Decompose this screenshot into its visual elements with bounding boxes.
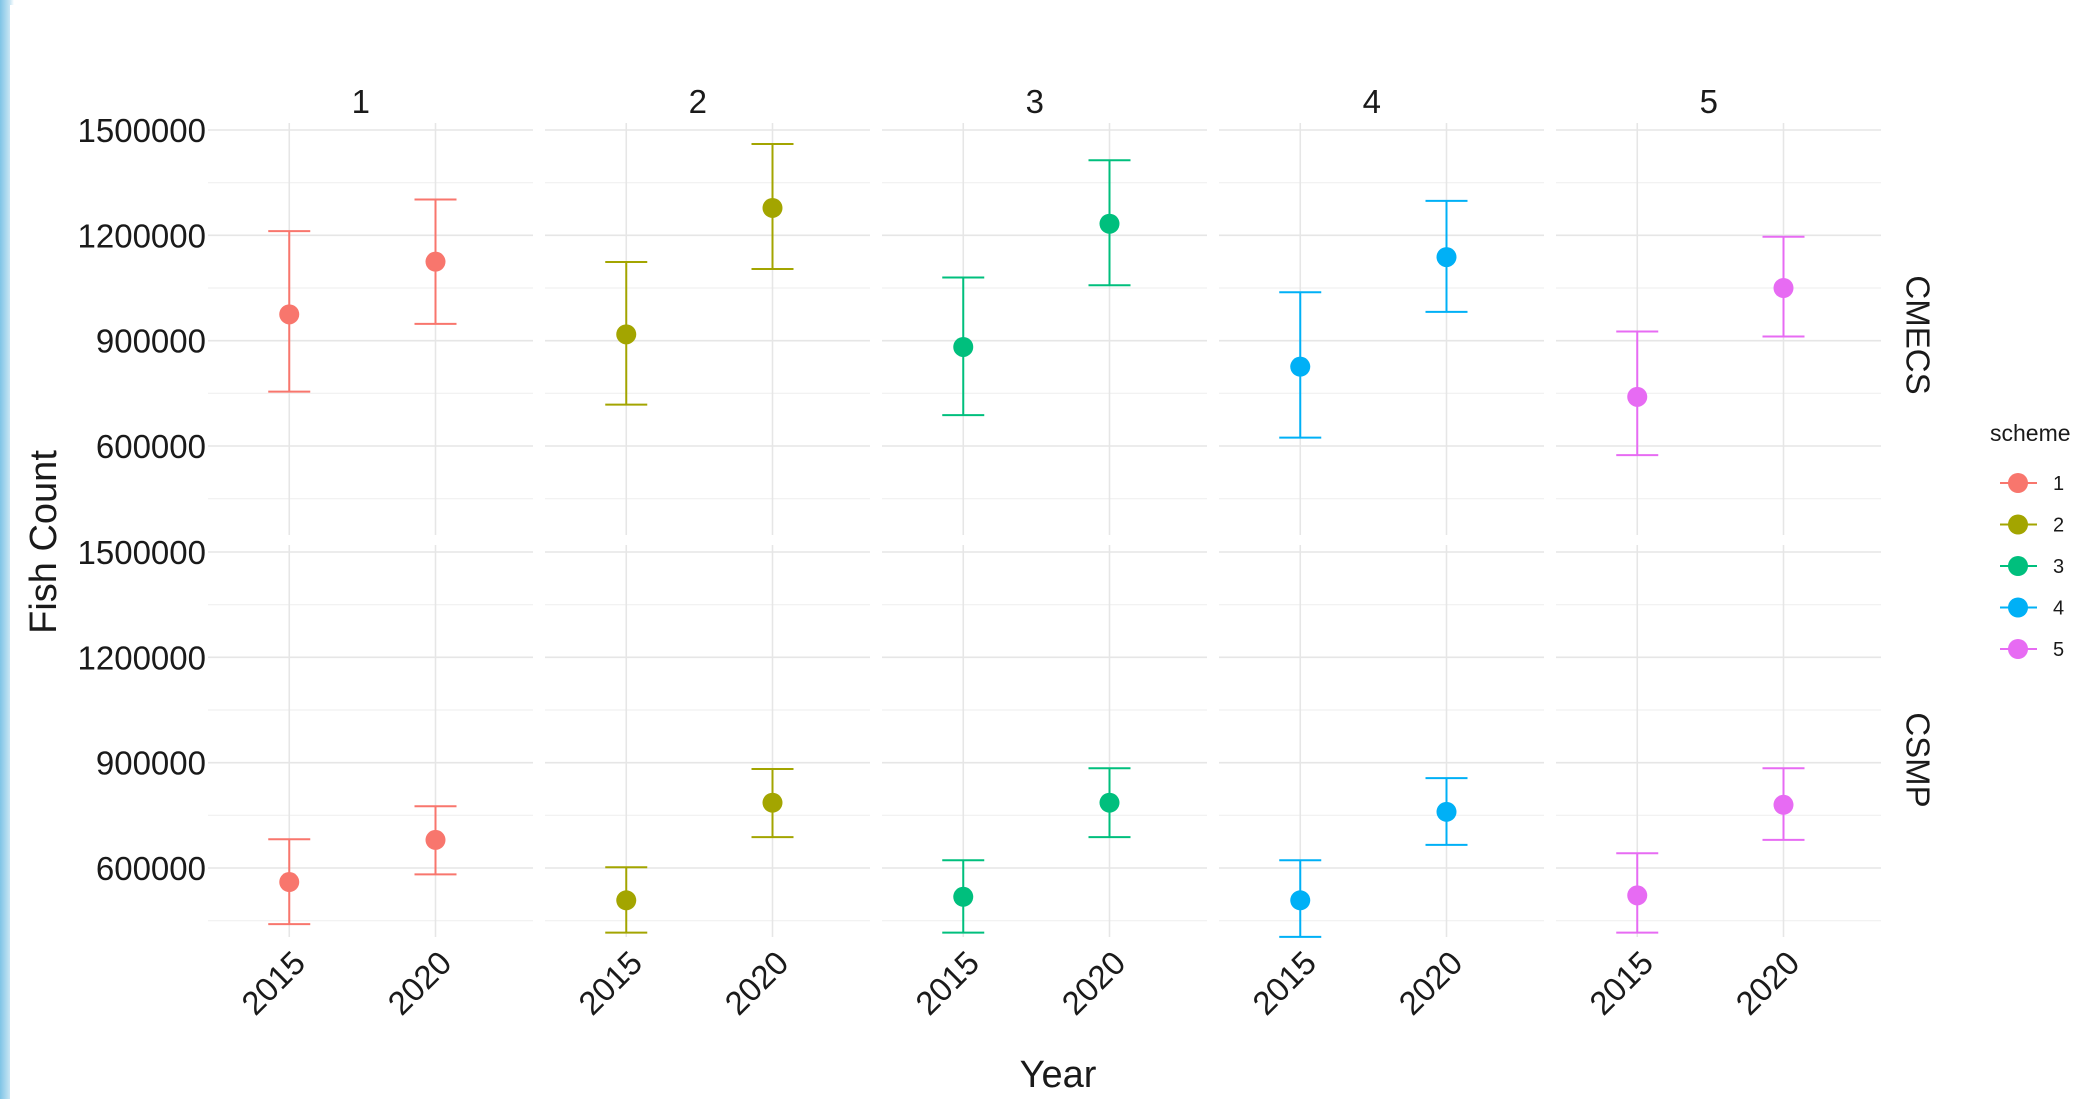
x-tick-label: 2015 [571,944,649,1022]
legend-title: scheme [1990,420,2071,446]
facet-row-label: CMECS [1899,275,1936,394]
data-point [279,872,300,893]
x-tick-label: 2020 [717,944,795,1022]
y-tick-label: 600000 [96,850,206,887]
facet-row-label: CSMP [1899,712,1936,807]
y-tick-label: 600000 [96,428,206,465]
x-tick-label: 2020 [1391,944,1469,1022]
chart-frame: 1 2 3 4 5 CMECS CSMP 600000 900000 1200000 1500000… [10,5,2097,1099]
facet-column-label: 3 [1026,83,1044,120]
x-axis-title: Year [1020,1054,1097,1096]
data-point [1099,792,1120,813]
grid-layer [208,123,1881,937]
faceted-error-bar-chart: 1 2 3 4 5 CMECS CSMP 600000 900000 1200000 1500000… [23,83,2071,1096]
x-tick-label: 2020 [1054,944,1132,1022]
x-tick-label: 2015 [908,944,986,1022]
legend-key-point [2008,514,2028,535]
data-point [953,886,974,907]
data-point [1627,386,1648,407]
marks-layer [268,143,1805,938]
data-point [1290,356,1311,377]
facet-column-label: 5 [1700,83,1718,120]
legend-key-point [2008,597,2028,618]
legend: scheme 1 2 3 4 5 [1990,420,2071,661]
data-point [1436,801,1457,822]
data-point [1099,213,1120,234]
y-tick-label: 1500000 [78,112,206,149]
legend-entry-label: 3 [2053,556,2064,578]
y-axis-title: Fish Count [23,450,65,634]
y-tick-label: 1200000 [78,217,206,254]
data-point [1627,885,1648,906]
y-tick-label: 1500000 [78,534,206,571]
data-point [616,324,637,345]
data-point [425,829,446,850]
legend-entry-label: 4 [2053,598,2064,620]
data-point [1773,278,1794,298]
y-tick-label: 1200000 [78,639,206,676]
legend-key-point [2008,556,2028,576]
data-point [425,251,446,272]
legend-entry-label: 2 [2053,515,2064,537]
data-point [279,304,300,325]
data-point [1290,890,1311,911]
legend-entry-label: 5 [2053,639,2064,661]
x-tick-label: 2020 [1728,944,1806,1022]
data-point [1773,794,1794,815]
x-tick-label: 2015 [1582,944,1660,1022]
data-point [762,197,783,218]
data-point [1436,247,1457,268]
x-tick-label: 2015 [234,944,312,1022]
facet-column-label: 1 [352,83,370,120]
facet-column-label: 4 [1363,83,1381,120]
data-point [616,890,637,911]
data-point [762,792,783,813]
y-tick-label: 900000 [96,745,206,782]
x-tick-label: 2015 [1245,944,1323,1022]
y-tick-label: 900000 [96,323,206,360]
legend-key-point [2008,639,2028,659]
data-point [953,336,974,357]
legend-key-point [2008,473,2028,493]
legend-entry-label: 1 [2053,473,2064,495]
x-tick-label: 2020 [380,944,458,1022]
facet-column-label: 2 [689,83,707,120]
